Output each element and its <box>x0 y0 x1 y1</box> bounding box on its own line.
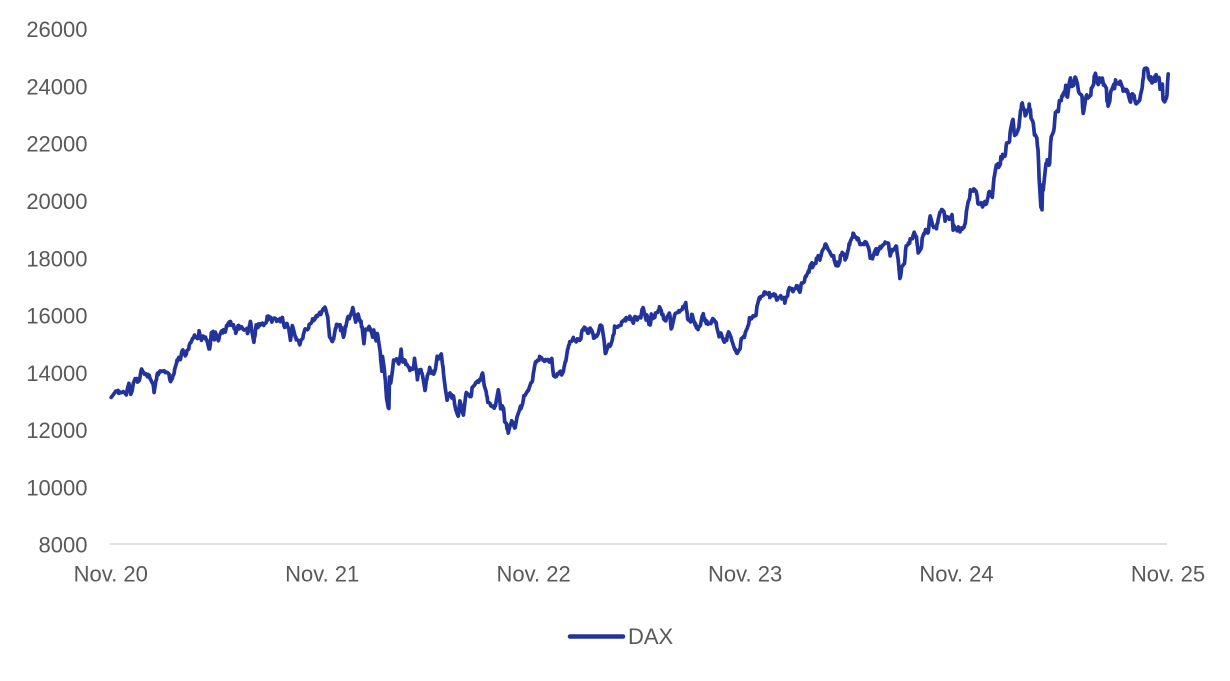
svg-text:Nov. 22: Nov. 22 <box>497 562 571 587</box>
svg-text:Nov. 24: Nov. 24 <box>919 562 993 587</box>
svg-text:10000: 10000 <box>26 475 87 500</box>
svg-text:Nov. 25: Nov. 25 <box>1131 562 1205 587</box>
svg-text:12000: 12000 <box>26 418 87 443</box>
svg-text:Nov. 20: Nov. 20 <box>74 562 148 587</box>
svg-text:16000: 16000 <box>26 304 87 329</box>
svg-text:18000: 18000 <box>26 246 87 271</box>
svg-text:Nov. 23: Nov. 23 <box>708 562 782 587</box>
svg-text:DAX: DAX <box>628 624 674 649</box>
svg-text:14000: 14000 <box>26 361 87 386</box>
svg-text:20000: 20000 <box>26 189 87 214</box>
svg-text:24000: 24000 <box>26 75 87 100</box>
svg-text:Nov. 21: Nov. 21 <box>285 562 359 587</box>
svg-text:8000: 8000 <box>39 533 88 558</box>
svg-text:26000: 26000 <box>26 17 87 42</box>
svg-text:22000: 22000 <box>26 132 87 157</box>
